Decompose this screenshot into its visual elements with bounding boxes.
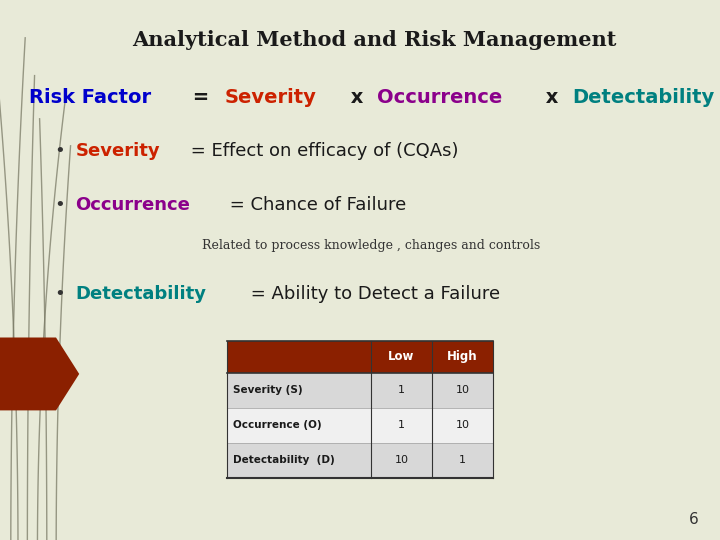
- Text: Occurrence: Occurrence: [76, 196, 191, 214]
- Text: Detectability: Detectability: [76, 285, 207, 303]
- Text: Low: Low: [388, 350, 415, 363]
- Bar: [227, 341, 493, 373]
- Text: 10: 10: [395, 455, 408, 465]
- Bar: [227, 408, 493, 443]
- Bar: [227, 443, 493, 478]
- Text: Detectability  (D): Detectability (D): [233, 455, 334, 465]
- Text: = Effect on efficacy of (CQAs): = Effect on efficacy of (CQAs): [185, 142, 459, 160]
- Text: 1: 1: [459, 455, 466, 465]
- Text: 1: 1: [398, 385, 405, 395]
- Text: Related to process knowledge , changes and controls: Related to process knowledge , changes a…: [202, 239, 540, 252]
- Text: •: •: [54, 196, 65, 214]
- Text: x: x: [343, 87, 370, 107]
- Text: Severity: Severity: [225, 87, 317, 107]
- Text: •: •: [54, 285, 65, 303]
- Polygon shape: [0, 338, 79, 410]
- Text: = Ability to Detect a Failure: = Ability to Detect a Failure: [245, 285, 500, 303]
- Text: Severity (S): Severity (S): [233, 385, 302, 395]
- Text: Detectability: Detectability: [572, 87, 715, 107]
- Text: Severity: Severity: [76, 142, 161, 160]
- Text: = Chance of Failure: = Chance of Failure: [224, 196, 406, 214]
- Text: x: x: [539, 87, 565, 107]
- Text: •: •: [54, 142, 65, 160]
- Text: 10: 10: [456, 385, 469, 395]
- Text: Risk Factor: Risk Factor: [29, 87, 151, 107]
- Text: 1: 1: [398, 420, 405, 430]
- Text: High: High: [447, 350, 478, 363]
- Bar: [227, 373, 493, 408]
- Text: Occurrence: Occurrence: [377, 87, 503, 107]
- Text: Occurrence (O): Occurrence (O): [233, 420, 321, 430]
- Text: 6: 6: [688, 511, 698, 526]
- Text: =: =: [186, 87, 217, 107]
- Text: Analytical Method and Risk Management: Analytical Method and Risk Management: [132, 30, 616, 51]
- Text: 10: 10: [456, 420, 469, 430]
